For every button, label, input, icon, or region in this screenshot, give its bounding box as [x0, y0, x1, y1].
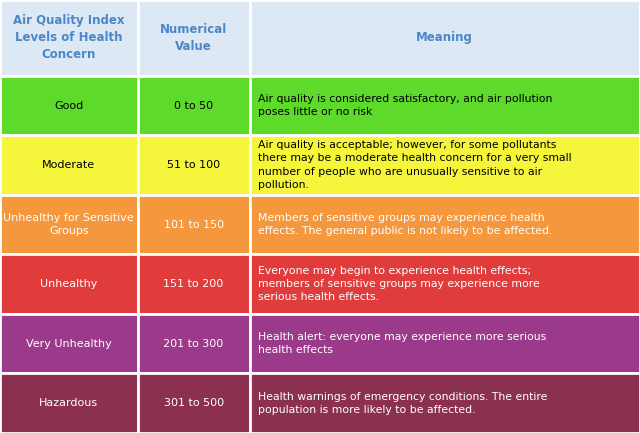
Bar — [250, 373, 640, 433]
Bar — [138, 76, 250, 135]
Text: 101 to 150: 101 to 150 — [164, 220, 223, 229]
Bar — [0, 0, 138, 76]
Bar — [250, 195, 640, 255]
Bar — [0, 195, 138, 255]
Bar — [250, 76, 640, 135]
Text: 51 to 100: 51 to 100 — [167, 160, 220, 170]
Bar — [138, 314, 250, 373]
Bar — [250, 0, 640, 76]
Text: Good: Good — [54, 100, 83, 110]
Text: Unhealthy: Unhealthy — [40, 279, 97, 289]
Bar — [138, 373, 250, 433]
Text: Very Unhealthy: Very Unhealthy — [26, 339, 111, 349]
Text: Health warnings of emergency conditions. The entire
population is more likely to: Health warnings of emergency conditions.… — [258, 391, 547, 415]
Bar — [250, 255, 640, 314]
Text: 0 to 50: 0 to 50 — [174, 100, 213, 110]
Text: 201 to 300: 201 to 300 — [163, 339, 224, 349]
Text: 151 to 200: 151 to 200 — [163, 279, 224, 289]
Bar — [0, 135, 138, 195]
Text: Unhealthy for Sensitive
Groups: Unhealthy for Sensitive Groups — [3, 213, 134, 236]
Text: Air Quality Index
Levels of Health
Concern: Air Quality Index Levels of Health Conce… — [13, 14, 125, 61]
Text: Moderate: Moderate — [42, 160, 95, 170]
Text: Health alert: everyone may experience more serious
health effects: Health alert: everyone may experience mo… — [258, 332, 546, 355]
Text: Members of sensitive groups may experience health
effects. The general public is: Members of sensitive groups may experien… — [258, 213, 552, 236]
Bar — [0, 255, 138, 314]
Text: 301 to 500: 301 to 500 — [164, 398, 223, 408]
Text: Hazardous: Hazardous — [39, 398, 99, 408]
Text: Meaning: Meaning — [417, 31, 473, 45]
Bar — [250, 314, 640, 373]
Bar — [138, 135, 250, 195]
Bar — [138, 195, 250, 255]
Bar — [0, 314, 138, 373]
Text: Air quality is acceptable; however, for some pollutants
there may be a moderate : Air quality is acceptable; however, for … — [258, 140, 572, 190]
Text: Everyone may begin to experience health effects;
members of sensitive groups may: Everyone may begin to experience health … — [258, 266, 540, 302]
Bar — [0, 76, 138, 135]
Bar — [0, 373, 138, 433]
Bar — [138, 255, 250, 314]
Text: Air quality is considered satisfactory, and air pollution
poses little or no ris: Air quality is considered satisfactory, … — [258, 94, 552, 117]
Text: Numerical
Value: Numerical Value — [160, 23, 227, 53]
Bar — [138, 0, 250, 76]
Bar — [250, 135, 640, 195]
